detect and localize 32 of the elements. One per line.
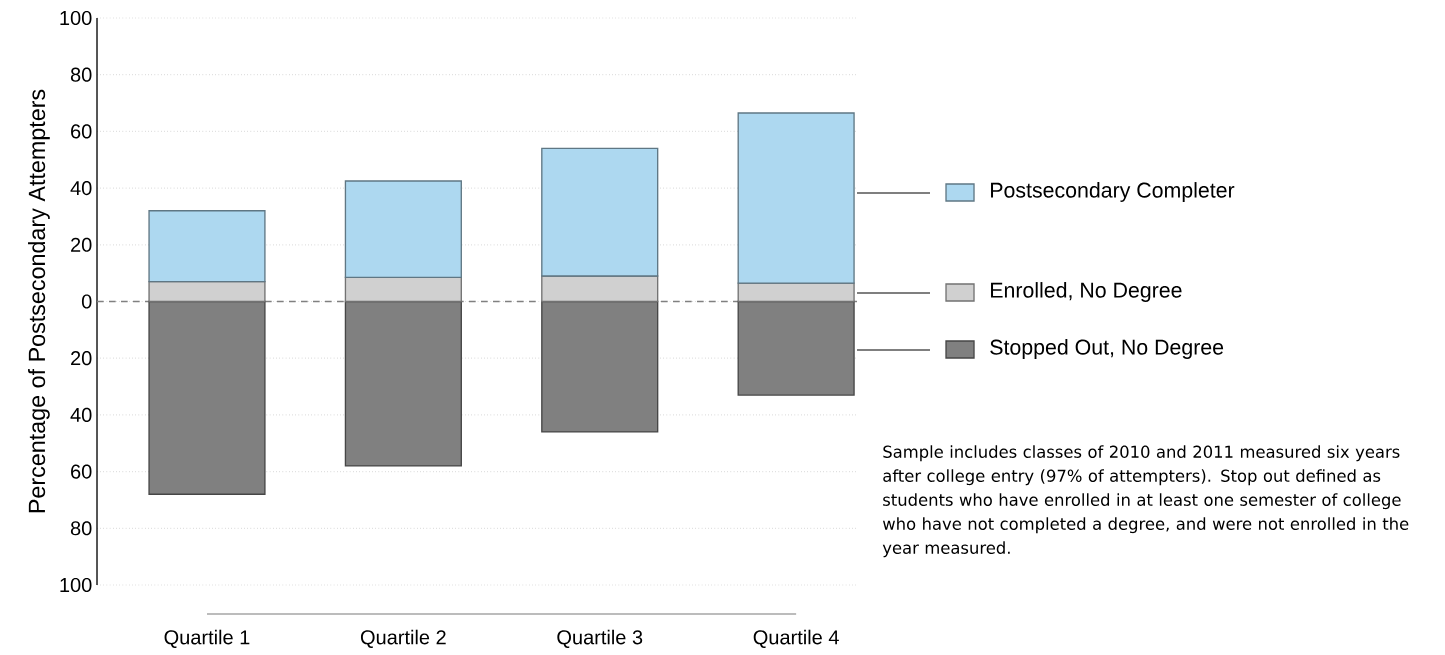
bar [541, 147, 659, 277]
y-tick-label: 80 [70, 521, 92, 536]
y-tick-label: 0 [81, 294, 92, 309]
y-tick-label: 60 [71, 464, 92, 479]
bar [344, 180, 462, 279]
y-tick-label: 20 [71, 351, 92, 366]
y-tick-label: 40 [70, 181, 92, 196]
bar [541, 300, 659, 433]
bar [737, 112, 855, 284]
y-tick-label: 100 [60, 577, 92, 593]
y-tick-label: 20 [71, 237, 92, 252]
bar [148, 300, 266, 495]
bar [344, 276, 462, 303]
x-tick-label: Quartile 1 [164, 629, 250, 648]
y-axis-title: Percentage of Postsecondary Attempters [28, 89, 50, 513]
bar [148, 280, 266, 303]
bar [541, 275, 659, 303]
bar [148, 210, 266, 283]
x-tick-label: Quartile 3 [557, 629, 643, 648]
bar [737, 282, 855, 303]
bar [737, 300, 855, 396]
legend-label: Enrolled, No Degree [991, 282, 1182, 302]
y-tick-label: 40 [70, 407, 92, 422]
legend-label: Stopped Out, No Degree [990, 339, 1224, 359]
x-tick-label: Quartile 2 [360, 629, 446, 648]
y-tick-label: 80 [70, 67, 92, 82]
y-tick-label: 60 [71, 124, 92, 139]
text: Sample includes classes of 2010 and 2011 measured six years after college entry (97% of attempters). Stop out defined as students who have enrolled in at least one semester of college who have not completed a degree, and were not enrolled in the year measured. [882, 445, 1409, 558]
bar [344, 300, 462, 467]
x-tick-label: Quartile 4 [753, 629, 839, 648]
y-tick-label: 100 [60, 10, 92, 26]
legend-label: Postsecondary Completer [991, 182, 1235, 202]
